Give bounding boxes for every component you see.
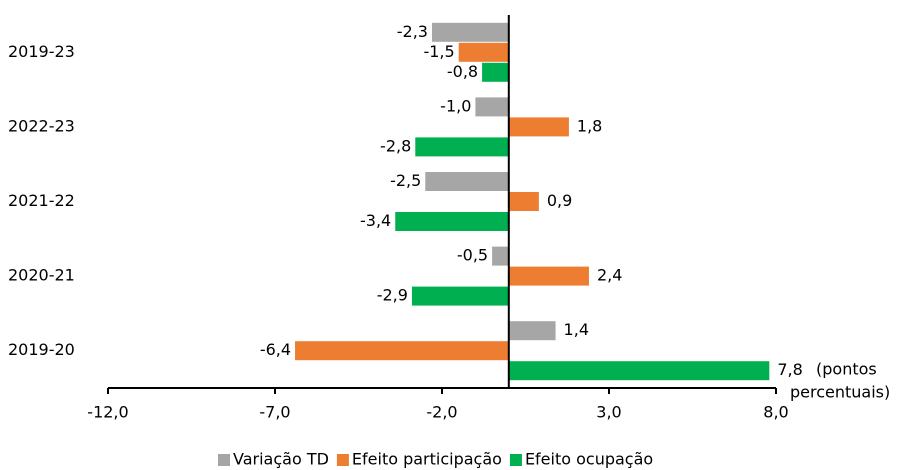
- bar: [415, 137, 509, 157]
- legend-label: Efeito ocupação: [525, 450, 653, 469]
- value-label: 1,8: [577, 116, 602, 135]
- legend-label: Efeito participação: [352, 450, 502, 469]
- legend-swatch: [336, 454, 349, 466]
- value-label: 7,8: [777, 360, 802, 379]
- bar: [508, 321, 556, 341]
- value-label: -0,8: [447, 62, 478, 81]
- annotation: percentuais): [790, 383, 890, 402]
- bar: [458, 42, 509, 62]
- bar: [508, 361, 770, 381]
- bar: [508, 192, 539, 211]
- value-label: 0,9: [547, 191, 572, 210]
- y-tick-label: 2019-23: [8, 42, 75, 61]
- x-tick-label: -12,0: [87, 403, 128, 422]
- value-label: 2,4: [597, 266, 622, 285]
- value-label: -0,5: [457, 246, 488, 265]
- bar: [395, 212, 509, 231]
- y-tick-label: 2021-22: [8, 191, 75, 210]
- y-tick-label: 2019-20: [8, 340, 75, 359]
- bar: [475, 97, 509, 117]
- legend-swatch: [509, 454, 522, 466]
- x-tick-label: -2,0: [426, 403, 457, 422]
- value-label: 1,4: [564, 320, 589, 339]
- value-label: -2,3: [397, 22, 428, 41]
- value-label: -1,0: [440, 96, 471, 115]
- value-label: -1,5: [423, 42, 454, 61]
- bar: [425, 172, 509, 191]
- x-tick-label: -7,0: [259, 403, 290, 422]
- value-label: -2,9: [377, 286, 408, 305]
- bar: [411, 286, 509, 306]
- value-label: -6,4: [260, 340, 291, 359]
- bar: [508, 117, 569, 137]
- value-label: -3,4: [360, 211, 391, 230]
- annotation: (pontos: [816, 360, 877, 379]
- bar: [482, 62, 509, 82]
- y-tick-label: 2022-23: [8, 116, 75, 135]
- x-tick-label: 3,0: [596, 403, 621, 422]
- legend-label: Variação TD: [233, 450, 329, 469]
- value-label: -2,8: [380, 136, 411, 155]
- x-tick-label: 8,0: [763, 403, 788, 422]
- bar: [492, 246, 509, 266]
- y-tick-label: 2020-21: [8, 266, 75, 285]
- value-label: -2,5: [390, 171, 421, 190]
- bar: [508, 266, 589, 286]
- bar: [295, 341, 509, 361]
- legend-swatch: [218, 454, 230, 466]
- bar: [431, 22, 509, 42]
